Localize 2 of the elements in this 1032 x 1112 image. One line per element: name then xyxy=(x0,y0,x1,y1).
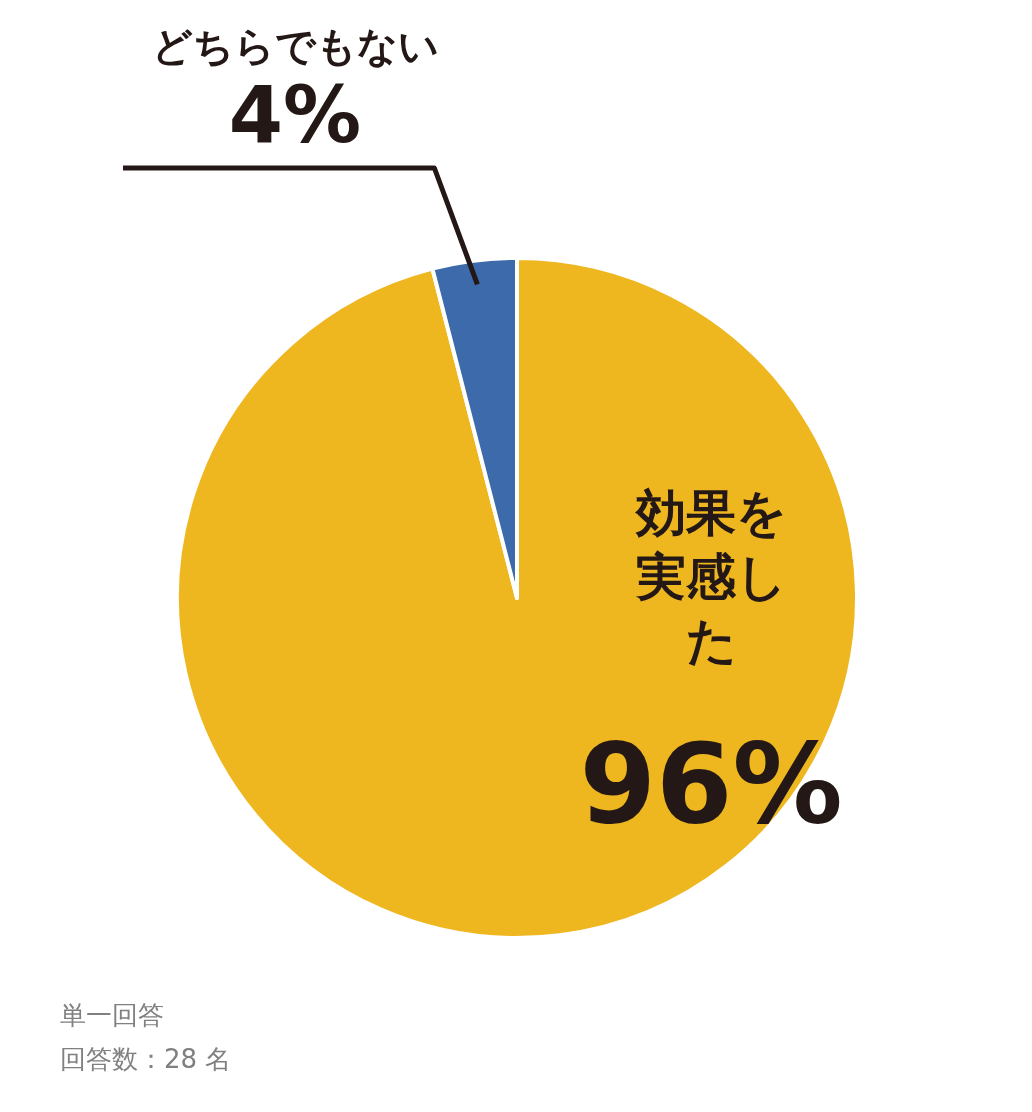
text: 回答数：28 名 xyxy=(60,1044,232,1074)
text: 単一回答 xyxy=(60,1000,164,1030)
